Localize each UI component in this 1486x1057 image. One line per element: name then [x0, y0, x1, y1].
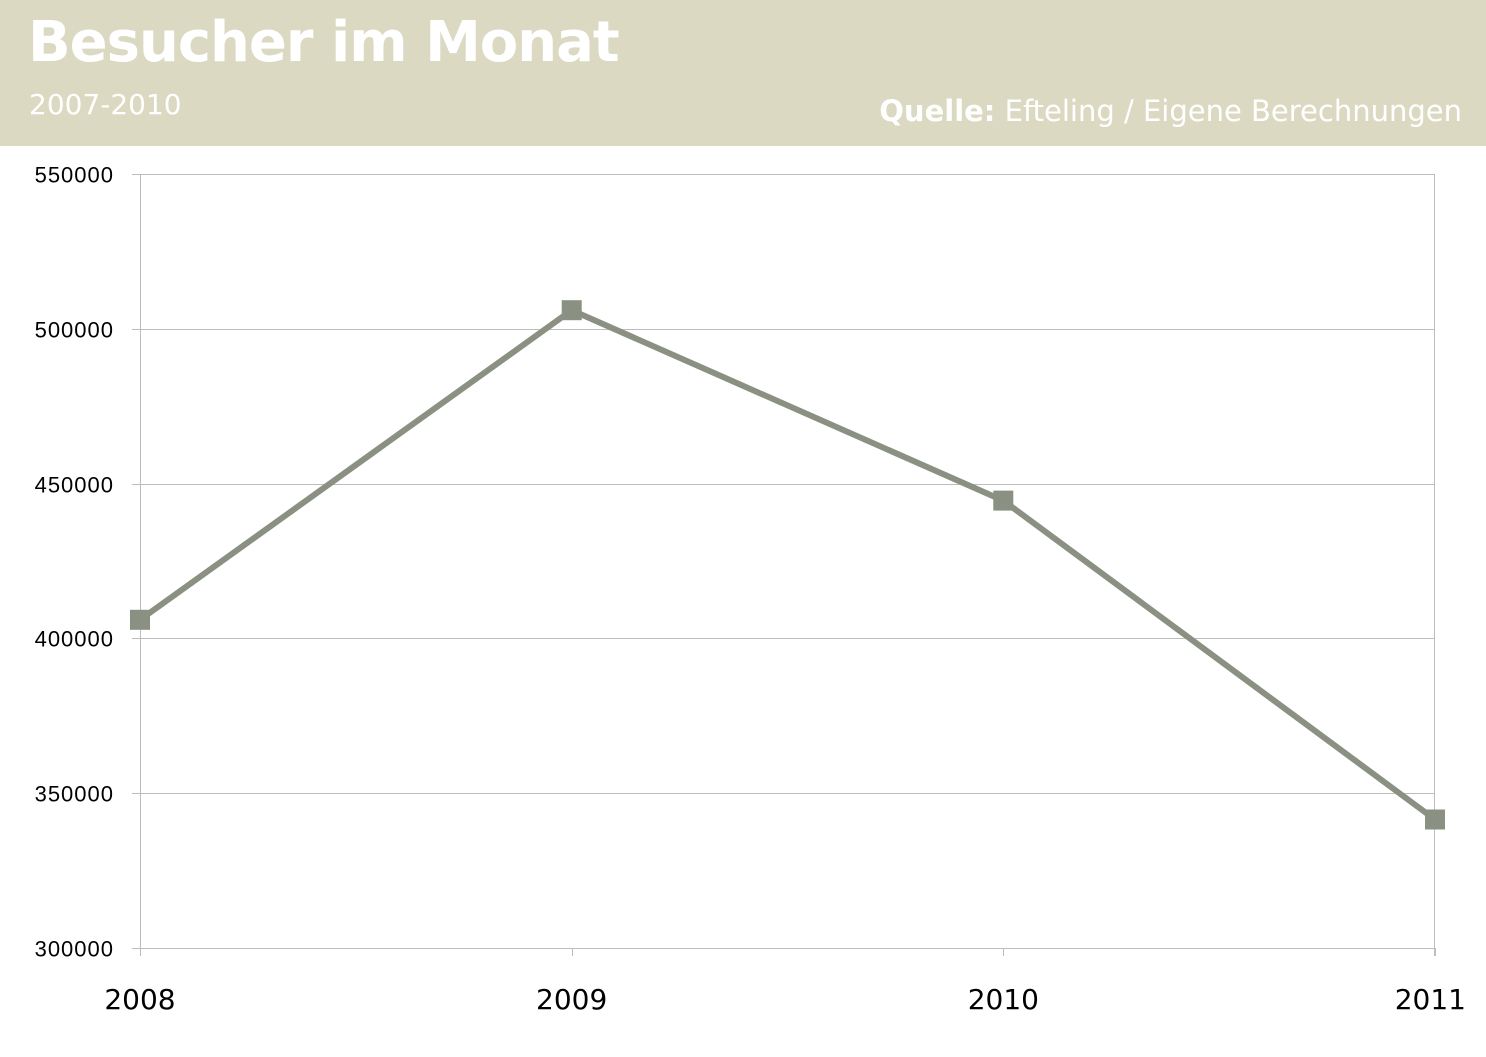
gridlines — [140, 174, 1435, 949]
data-point-2008 — [130, 609, 150, 630]
chart-source: Quelle: Efteling / Eigene Berechnungen — [879, 94, 1462, 128]
source-text: Efteling / Eigene Berechnungen — [995, 94, 1462, 128]
series-visitors — [130, 300, 1445, 830]
axes — [132, 174, 1436, 956]
y-tick-label: 550000 — [35, 163, 114, 188]
chart-title: Besucher im Monat — [28, 10, 620, 75]
chart-header: Besucher im Monat 2007-2010 Quelle: Efte… — [0, 0, 1486, 146]
y-tick-label: 450000 — [35, 473, 114, 498]
y-tick-label: 400000 — [35, 627, 114, 652]
data-point-2011 — [1425, 809, 1445, 830]
y-tick-label: 500000 — [35, 318, 114, 343]
x-tick-label: 2008 — [104, 983, 175, 1016]
y-axis-ticks: 300000 350000 400000 450000 500000 550000 — [35, 163, 114, 962]
series-line — [137, 307, 1438, 823]
x-tick-label: 2010 — [968, 983, 1039, 1016]
y-tick-label: 300000 — [35, 937, 114, 962]
x-axis-ticks: 2008 2009 2010 2011 — [104, 983, 1466, 1016]
x-tick-label: 2009 — [536, 983, 607, 1016]
y-tick-label: 350000 — [35, 782, 114, 807]
data-point-2010 — [993, 490, 1014, 511]
source-label: Quelle: — [879, 94, 996, 128]
x-tick-label: 2011 — [1395, 983, 1466, 1016]
chart-subtitle: 2007-2010 — [29, 88, 182, 121]
data-point-2009 — [561, 300, 582, 321]
